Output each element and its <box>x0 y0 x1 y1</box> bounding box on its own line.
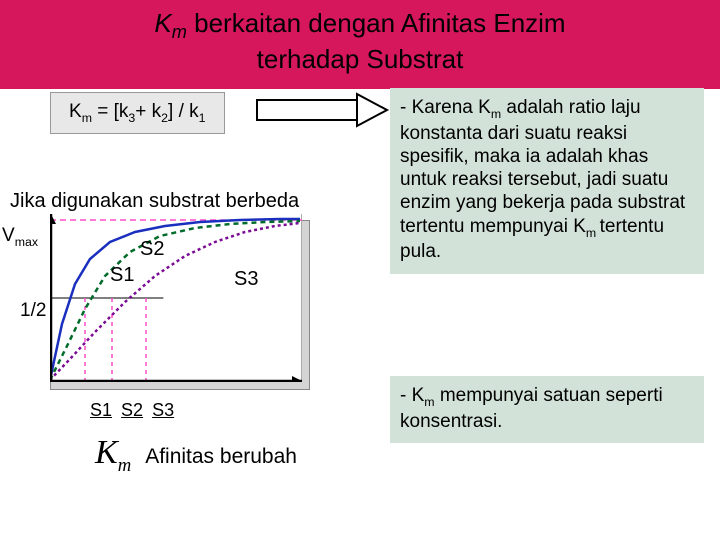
title-rest1: berkaitan dengan Afinitas Enzim <box>187 8 566 38</box>
explanation-box-1: - Karena Km adalah ratio laju konstanta … <box>390 88 704 274</box>
subtitle: Jika digunakan substrat berbeda <box>10 190 299 213</box>
graph-panel <box>50 214 302 382</box>
afinitas-label: Afinitas berubah <box>145 445 297 469</box>
graph <box>10 220 320 395</box>
title-line2: terhadap Substrat <box>257 44 464 74</box>
formula-box: Km = [k3+ k2] / k1 <box>50 92 225 134</box>
km-axis-s2: S2 <box>121 400 143 420</box>
km-axis-labels: S1 S2 S3 <box>90 400 178 421</box>
title-k: K <box>154 8 171 38</box>
km-axis-s1: S1 <box>90 400 112 420</box>
km-row: Km Afinitas berubah <box>95 434 297 477</box>
title-text: Km berkaitan dengan Afinitas Enzim terha… <box>0 8 720 75</box>
graph-svg <box>50 214 302 382</box>
km-big: Km <box>95 434 131 477</box>
title-header: Km berkaitan dengan Afinitas Enzim terha… <box>0 0 720 89</box>
curve-label-s3: S3 <box>234 268 258 291</box>
arrow-icon <box>253 92 393 132</box>
explanation-box-2: - Km mempunyai satuan seperti konsentras… <box>390 376 704 443</box>
curve-label-s2: S2 <box>140 238 164 261</box>
curve-label-s1: S1 <box>110 264 134 287</box>
km-axis-s3: S3 <box>152 400 174 420</box>
title-k-sub: m <box>172 22 187 42</box>
